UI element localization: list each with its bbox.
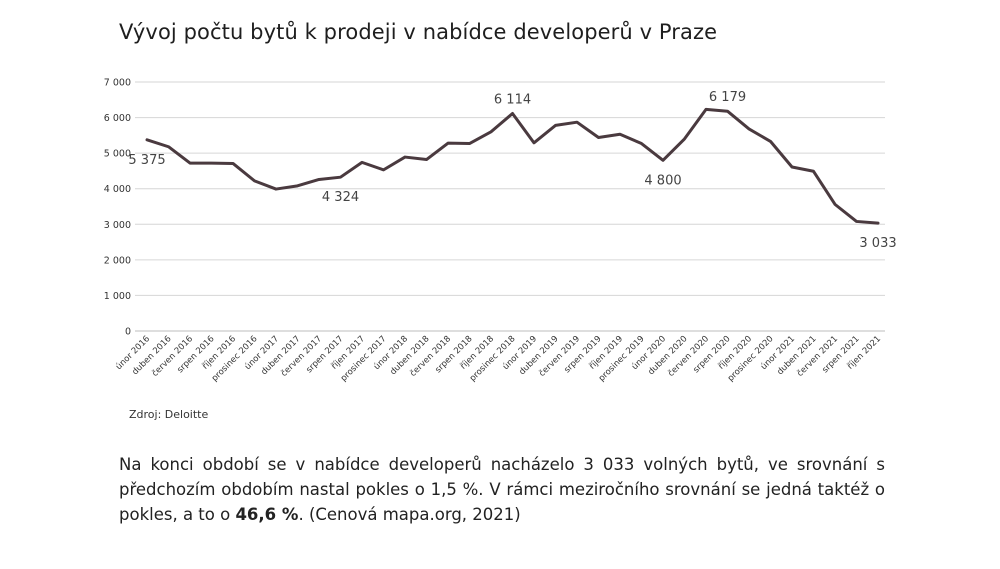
data-label: 6 179 — [709, 90, 746, 105]
data-label: 5 375 — [128, 153, 165, 168]
data-label: 6 114 — [494, 93, 531, 108]
series-line — [145, 107, 880, 225]
y-tick-label: 0 — [125, 327, 131, 338]
data-labels: 5 375 4 324 6 114 4 800 6 179 3 033 — [128, 90, 896, 251]
y-tick-label: 7 000 — [104, 78, 131, 89]
summary-text-end: . (Cenová mapa.org, 2021) — [298, 505, 521, 524]
chart-title: Vývoj počtu bytů k prodeji v nabídce dev… — [119, 20, 718, 44]
data-label: 3 033 — [859, 236, 896, 251]
y-tick-label: 2 000 — [104, 255, 131, 266]
data-label: 4 800 — [644, 173, 681, 188]
series-line-layer — [145, 107, 880, 225]
y-axis-tick-labels: 0 1 000 2 000 3 000 4 000 5 000 6 000 7 000 — [104, 78, 131, 338]
summary-highlight: 46,6 % — [235, 505, 299, 524]
y-tick-label: 6 000 — [104, 113, 131, 124]
summary-text-start: Na konci období se v nabídce developerů … — [119, 455, 885, 524]
line-chart: 0 1 000 2 000 3 000 4 000 5 000 6 000 7 000 úno… — [104, 78, 897, 384]
gridlines — [135, 81, 885, 332]
y-tick-label: 5 000 — [104, 149, 131, 160]
source-note: Zdroj: Deloitte — [129, 408, 209, 421]
y-tick-label: 4 000 — [104, 184, 131, 195]
summary-paragraph: Na konci období se v nabídce developerů … — [119, 452, 885, 527]
y-tick-label: 1 000 — [104, 291, 131, 302]
data-label: 4 324 — [322, 190, 359, 205]
y-tick-label: 3 000 — [104, 220, 131, 231]
